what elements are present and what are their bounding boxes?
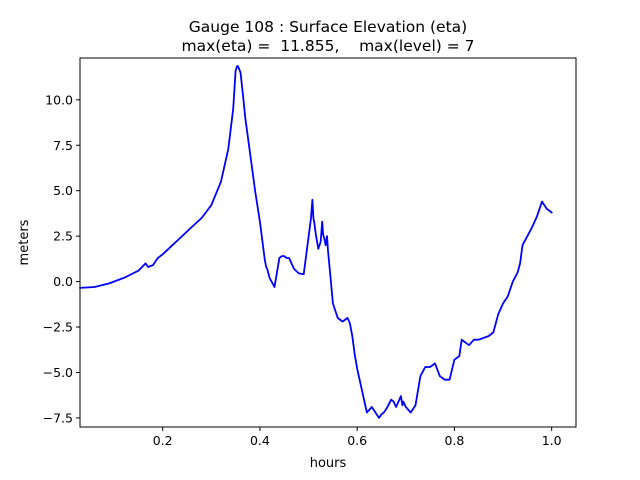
x-tick-label: 0.8 [444, 433, 464, 448]
x-tick-label: 0.6 [347, 433, 367, 448]
y-tick-label: 10.0 [45, 92, 73, 107]
y-axis-label: meters [17, 219, 32, 265]
x-axis-label: hours [310, 456, 347, 471]
chart-subtitle: max(eta) = 11.855, max(level) = 7 [181, 37, 474, 55]
y-tick-label: −2.5 [43, 320, 73, 335]
y-tick-label: 7.5 [53, 138, 73, 153]
x-axis: 0.2 0.4 0.6 0.8 1.0 [153, 427, 562, 448]
x-tick-label: 0.4 [250, 433, 270, 448]
chart-title: Gauge 108 : Surface Elevation (eta) [189, 18, 467, 36]
x-tick-label: 0.2 [153, 433, 173, 448]
x-tick-label: 1.0 [542, 433, 562, 448]
y-tick-label: 2.5 [53, 229, 73, 244]
series-line-eta [79, 65, 553, 419]
y-tick-label: −5.0 [43, 365, 73, 380]
y-tick-label: 5.0 [53, 183, 73, 198]
y-tick-label: −7.5 [43, 410, 73, 425]
plot-area [79, 57, 577, 428]
y-tick-label: 0.0 [53, 274, 73, 289]
axes-frame [79, 57, 577, 428]
y-axis: −7.5 −5.0 −2.5 0.0 2.5 5.0 7.5 10.0 [43, 92, 80, 425]
